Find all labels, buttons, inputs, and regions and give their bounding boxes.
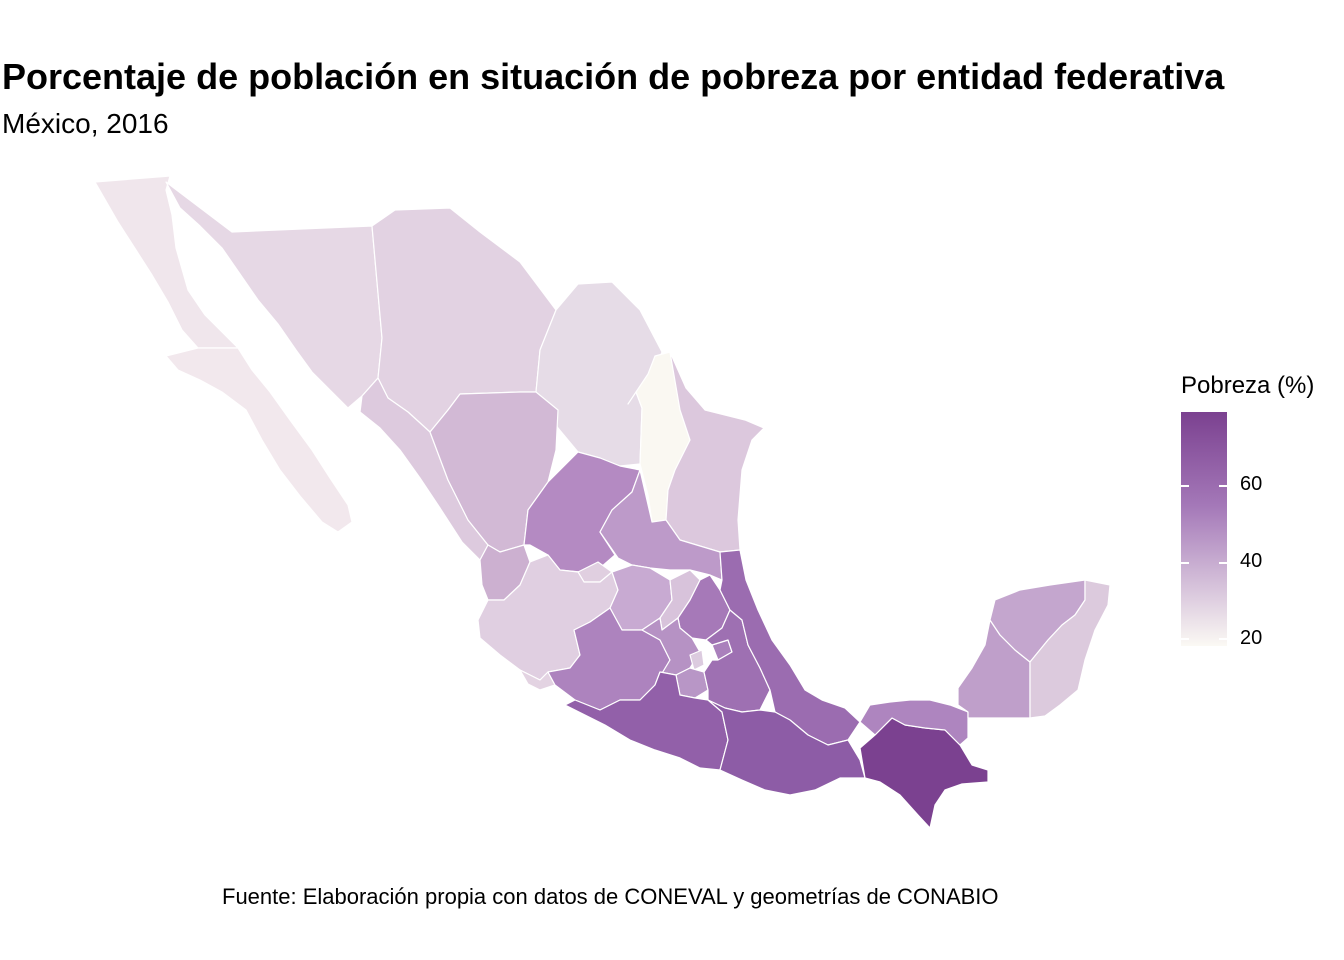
region-zacatecas bbox=[523, 451, 641, 573]
chart-title: Porcentaje de población en situación de … bbox=[2, 56, 1225, 97]
region-morelos bbox=[675, 667, 709, 699]
chart-subtitle: México, 2016 bbox=[2, 108, 169, 139]
legend-tick-label: 20 bbox=[1240, 627, 1263, 649]
region-oaxaca bbox=[707, 699, 866, 796]
region-quintana-roo bbox=[1029, 579, 1111, 719]
legend-color-bar bbox=[1181, 412, 1227, 646]
legend-tick-label: 60 bbox=[1240, 473, 1263, 495]
legend-title: Pobreza (%) bbox=[1181, 372, 1315, 399]
region-cdmx bbox=[689, 649, 705, 671]
region-baja-california bbox=[94, 175, 239, 349]
region-baja-california-sur bbox=[165, 347, 353, 533]
region-chiapas bbox=[859, 717, 989, 829]
source-caption: Fuente: Elaboración propia con datos de … bbox=[222, 884, 999, 909]
region-tabasco bbox=[859, 699, 969, 746]
legend-tick-mark bbox=[1181, 562, 1227, 564]
legend-tick-mark bbox=[1181, 638, 1227, 640]
legend-tick-label: 40 bbox=[1240, 550, 1263, 572]
legend-tick-mark bbox=[1181, 485, 1227, 487]
